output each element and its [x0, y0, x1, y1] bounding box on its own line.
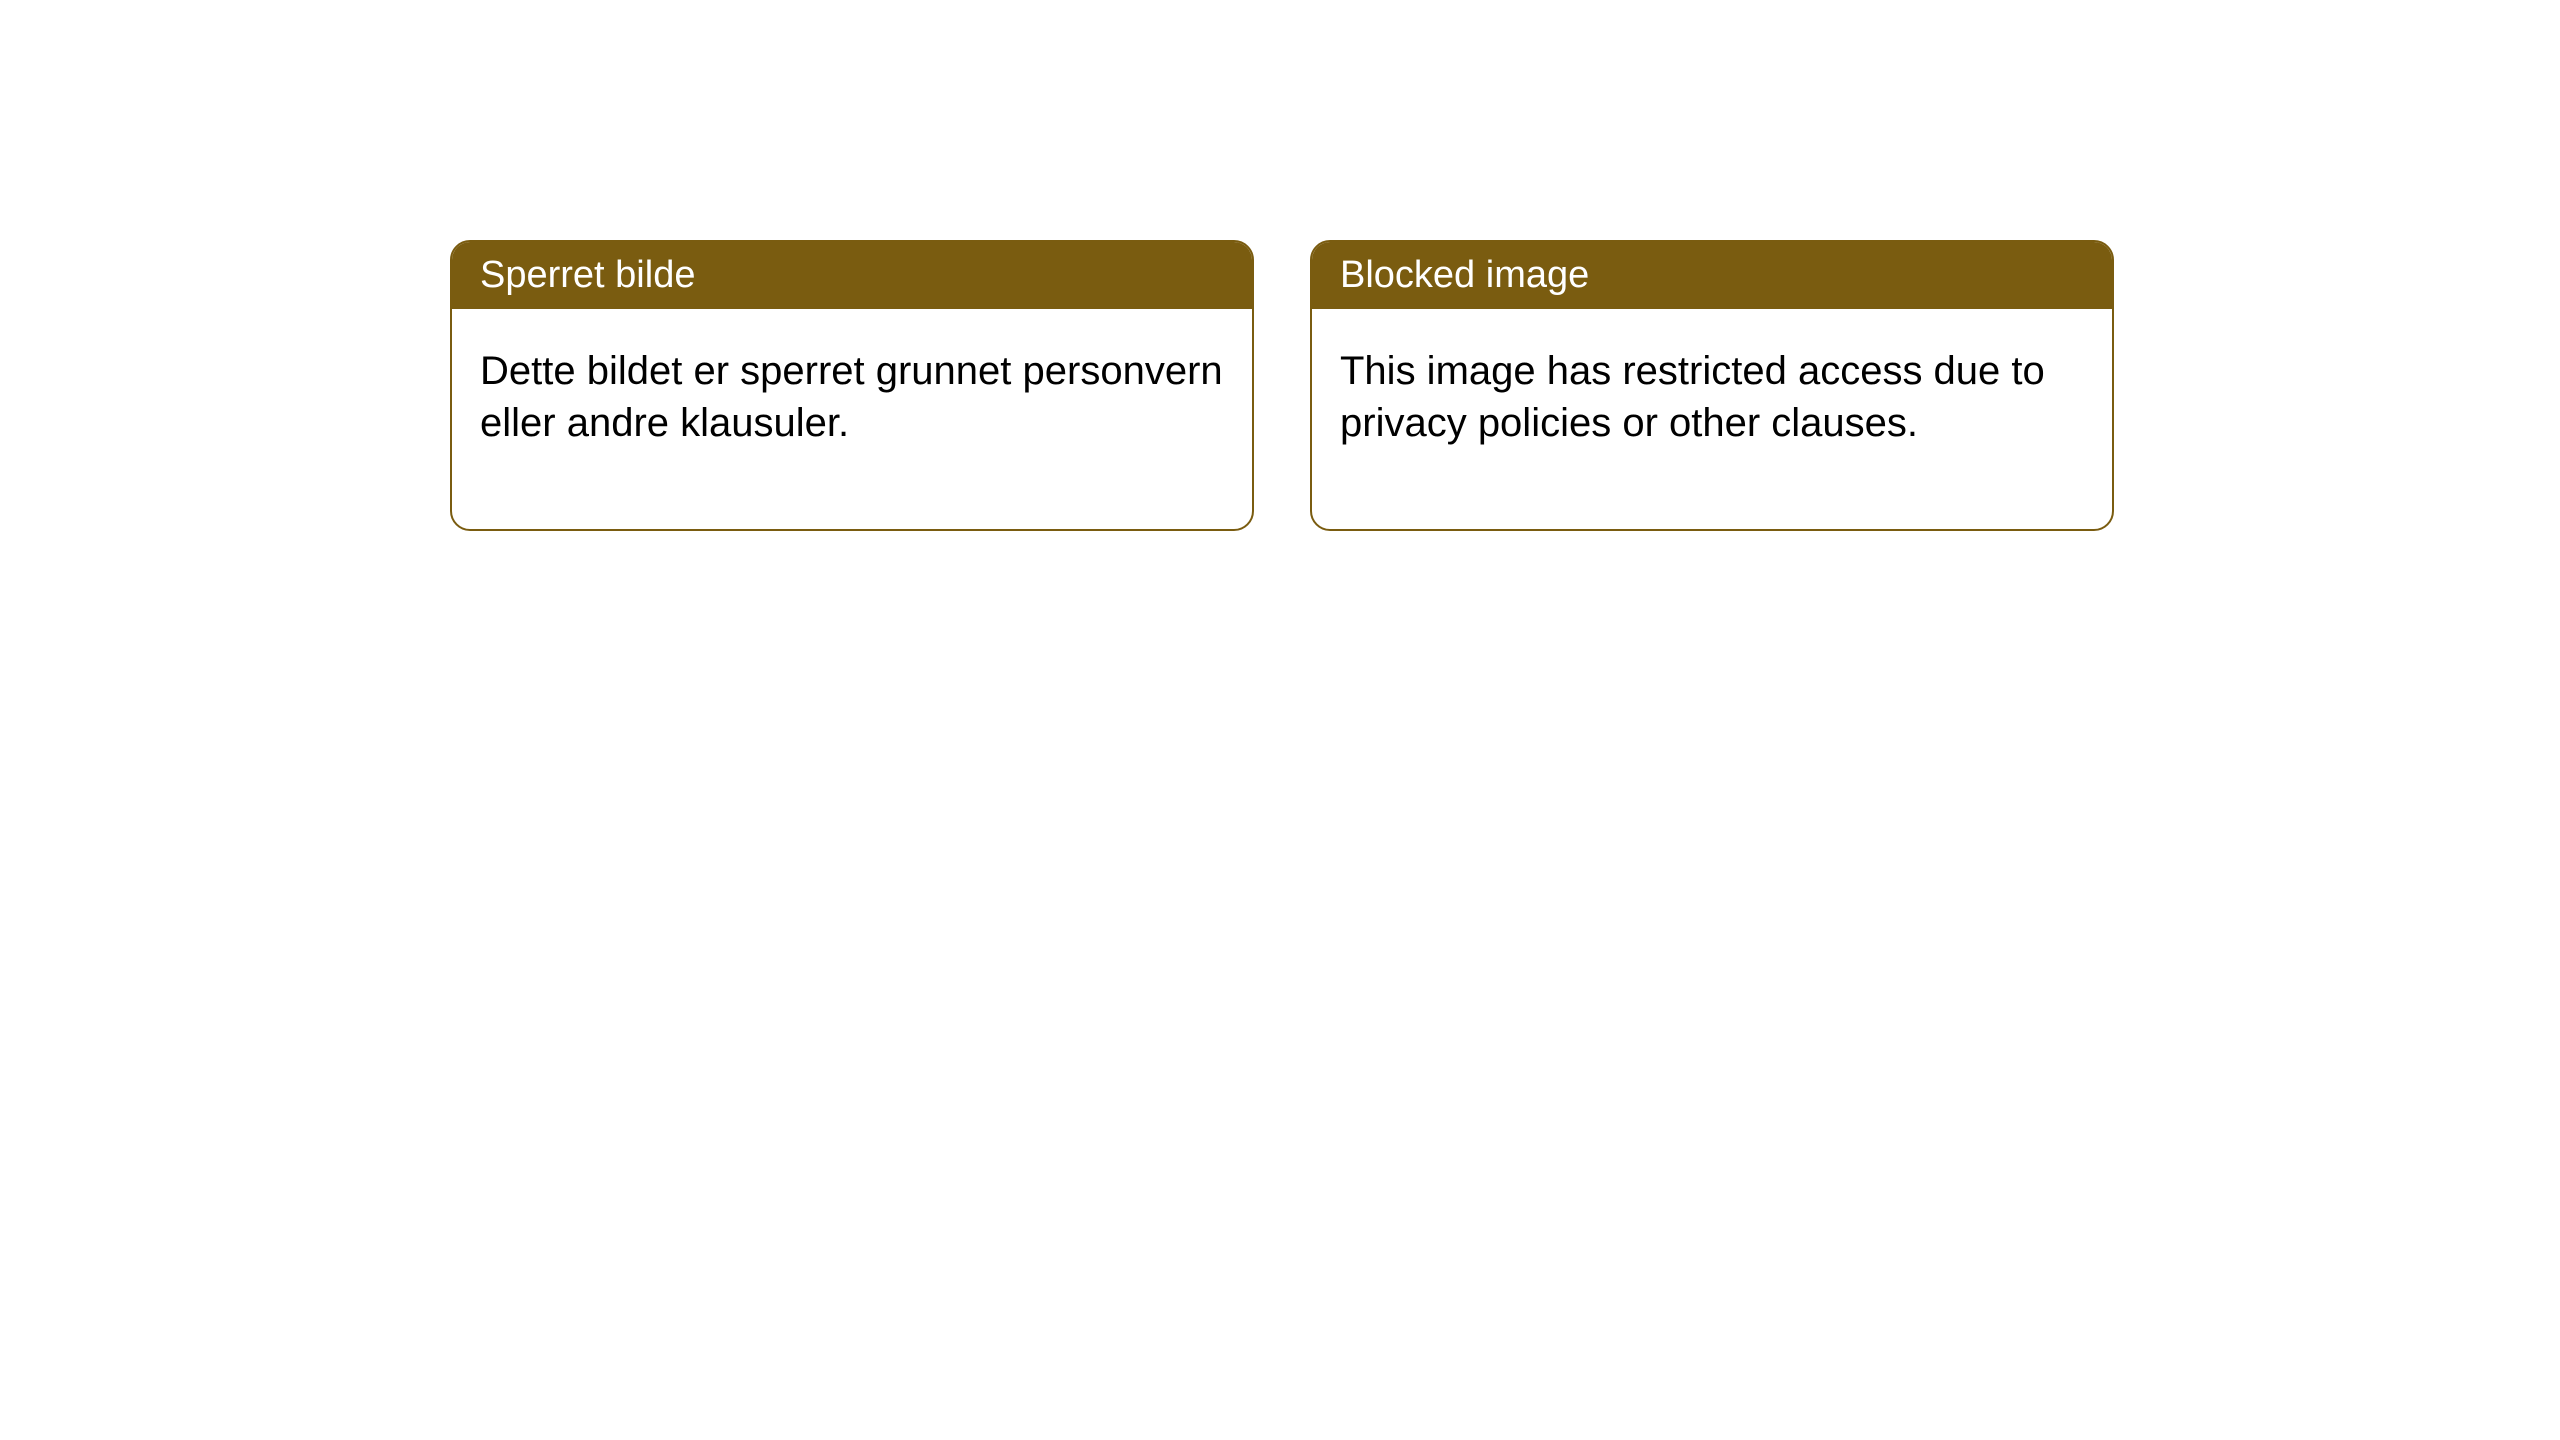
notice-title: Blocked image	[1340, 254, 1589, 296]
notice-container: Sperret bilde Dette bildet er sperret gr…	[0, 0, 2560, 531]
notice-header: Sperret bilde	[452, 242, 1252, 309]
notice-body-text: Dette bildet er sperret grunnet personve…	[480, 349, 1223, 445]
notice-card-norwegian: Sperret bilde Dette bildet er sperret gr…	[450, 240, 1254, 531]
notice-body-text: This image has restricted access due to …	[1340, 349, 2045, 445]
notice-header: Blocked image	[1312, 242, 2112, 309]
notice-body: This image has restricted access due to …	[1312, 309, 2112, 529]
notice-card-english: Blocked image This image has restricted …	[1310, 240, 2114, 531]
notice-title: Sperret bilde	[480, 254, 695, 296]
notice-body: Dette bildet er sperret grunnet personve…	[452, 309, 1252, 529]
